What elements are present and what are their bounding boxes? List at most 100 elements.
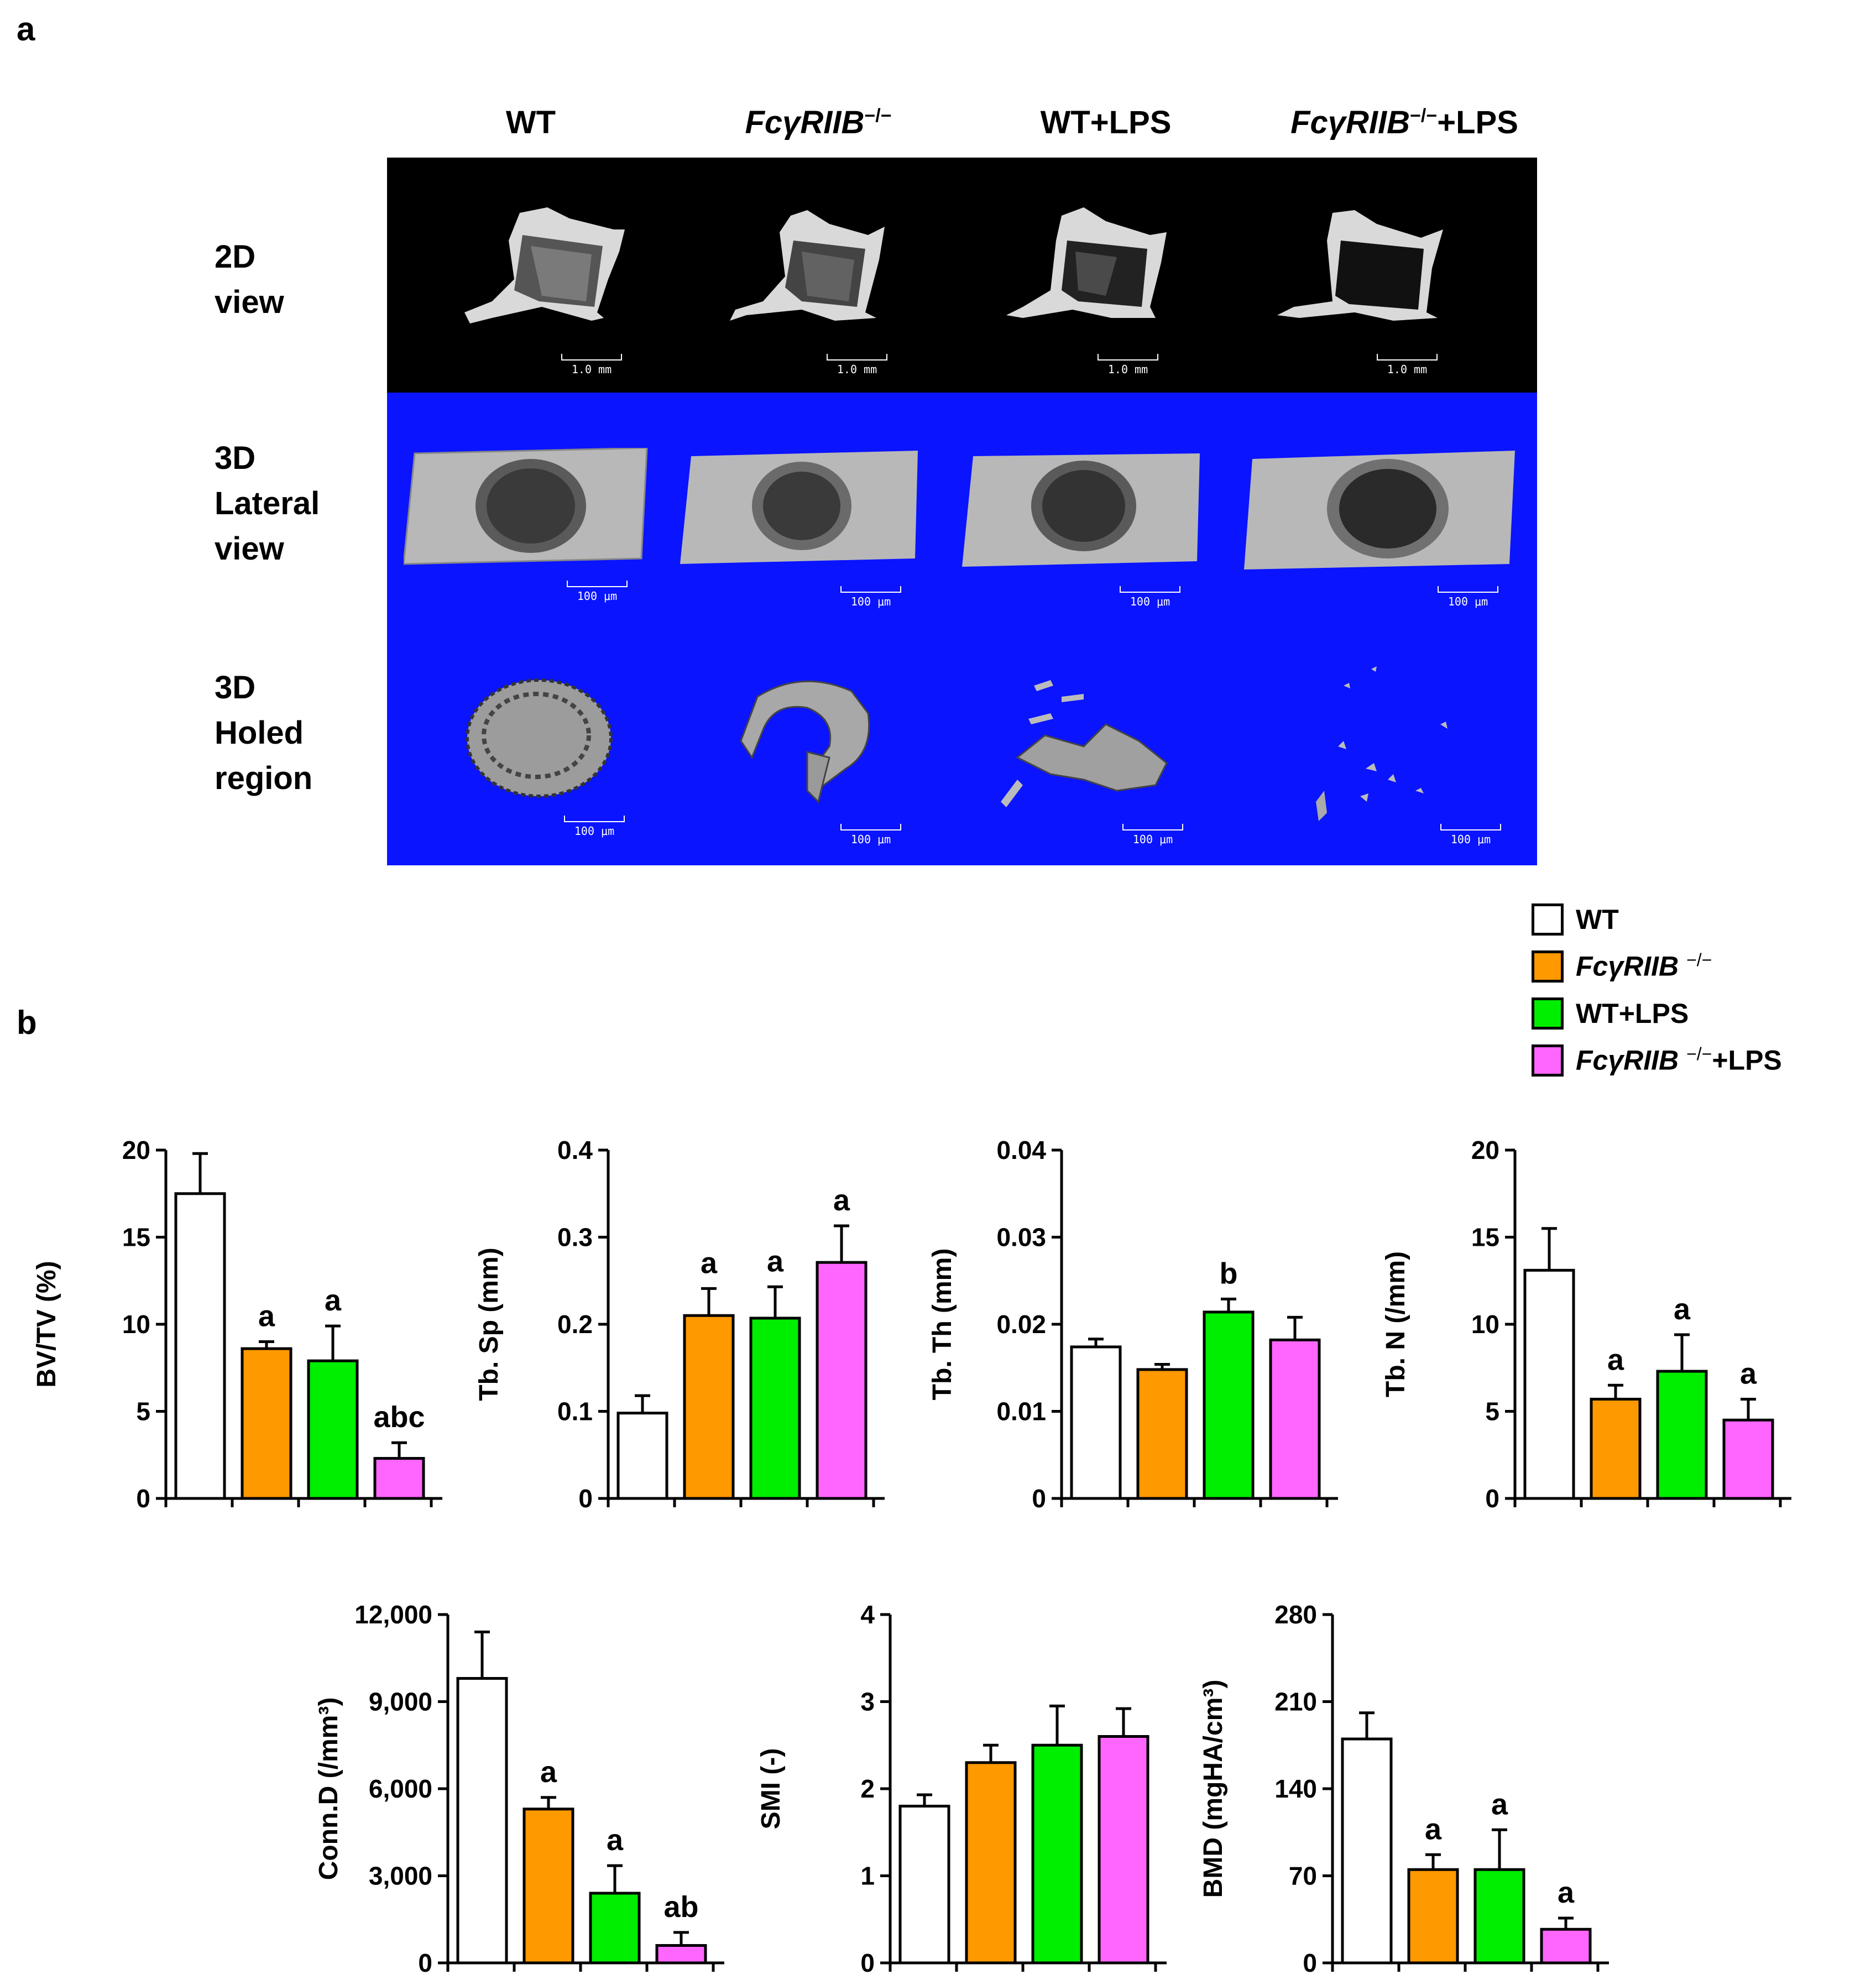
bar-1 [965, 1761, 1017, 1965]
scalebar-2d-ko: 1.0 mm [827, 354, 887, 376]
chart-legend: WT FcγRIIB −/− WT+LPS FcγRIIB −/−+LPS [1532, 896, 1782, 1084]
holed-region-3d-ko [740, 680, 870, 803]
chart-tbn: 0 5 10 15 20 Tb. N (/mm) a a a [1381, 1136, 1791, 1513]
y-tick-label: 0.02 [996, 1310, 1046, 1339]
y-tick-label: 0.3 [557, 1223, 593, 1252]
bar-2 [589, 1892, 641, 1965]
bar-3 [816, 1261, 868, 1500]
bar-2 [1031, 1743, 1083, 1965]
significance-label-1: a [258, 1300, 275, 1333]
y-axis-label: SMI (-) [756, 1748, 786, 1830]
significance-label-1: a [701, 1246, 718, 1279]
y-tick-label: 0 [136, 1484, 150, 1513]
legend-item-ko-lps: FcγRIIB −/−+LPS [1532, 1037, 1782, 1084]
y-axis-label: Tb. Th (mm) [928, 1249, 957, 1401]
scalebar-2d-wt: 1.0 mm [561, 354, 622, 376]
holed-region-3d-wt-lps [1001, 680, 1168, 807]
scalebar-lateral-wt-lps: 100 μm [1120, 586, 1180, 608]
y-axis-label: BV/TV (%) [32, 1261, 61, 1387]
y-tick-label: 0 [860, 1949, 875, 1977]
bar-1 [522, 1808, 574, 1965]
bar-2 [1473, 1868, 1525, 1965]
y-tick-label: 5 [1485, 1397, 1499, 1426]
holed-region-3d-wt [466, 678, 613, 798]
scalebar-holed-ko: 100 μm [840, 824, 901, 846]
panel-label-a: a [17, 11, 35, 48]
scalebar-2d-ko-lps: 1.0 mm [1377, 354, 1438, 376]
bar-2 [307, 1359, 359, 1500]
y-tick-label: 0.04 [996, 1136, 1046, 1164]
bar-0 [456, 1677, 508, 1965]
significance-label-3: a [1740, 1357, 1757, 1390]
panel-label-b: b [17, 1004, 37, 1041]
significance-label-1: a [540, 1756, 557, 1789]
bar-2 [749, 1317, 801, 1500]
chart-bmd: 0 70 140 210 280 BMD (mgHA/cm³) a a a [1199, 1600, 1609, 1977]
row-header-3d-holed: 3D Holed region [215, 670, 313, 796]
y-tick-label: 0.1 [557, 1397, 593, 1426]
y-tick-label: 140 [1274, 1774, 1317, 1803]
y-tick-label: 20 [122, 1136, 150, 1164]
y-tick-label: 0 [578, 1484, 593, 1513]
column-header-wt-lps: WT+LPS [1040, 105, 1172, 140]
significance-label-3: abc [373, 1401, 425, 1434]
chart-smi: 0 1 2 3 4 SMI (-) [756, 1600, 1167, 1977]
y-tick-label: 3,000 [369, 1862, 432, 1890]
y-tick-label: 70 [1289, 1862, 1317, 1890]
legend-swatch-ko-lps [1532, 1044, 1564, 1077]
y-tick-label: 6,000 [369, 1774, 432, 1803]
bar-3 [1269, 1338, 1321, 1500]
y-tick-label: 210 [1274, 1688, 1317, 1716]
bar-0 [616, 1412, 668, 1500]
legend-label-ko: FcγRIIB −/− [1576, 950, 1712, 982]
scalebar-2d-wt-lps: 1.0 mm [1098, 354, 1158, 376]
bar-3 [1540, 1927, 1592, 1965]
bar-0 [1523, 1268, 1575, 1500]
significance-label-2: a [607, 1824, 624, 1857]
y-tick-label: 15 [1471, 1223, 1499, 1252]
scalebar-lateral-ko: 100 μm [840, 586, 901, 608]
bar-1 [241, 1347, 292, 1500]
bar-2 [1656, 1370, 1708, 1500]
y-axis-label: Tb. N (/mm) [1381, 1251, 1410, 1397]
legend-item-wt: WT [1532, 896, 1782, 943]
scalebar-holed-wt-lps: 100 μm [1122, 824, 1183, 846]
bar-3 [1098, 1735, 1149, 1965]
bone-section-2d-wt [464, 207, 625, 323]
bone-lateral-3d-ko [680, 451, 918, 564]
y-axis-label: Conn.D (/mm³) [314, 1697, 343, 1880]
y-tick-label: 5 [136, 1397, 150, 1426]
y-tick-label: 0 [1303, 1949, 1317, 1977]
bar-3 [373, 1457, 425, 1500]
legend-swatch-wt-lps [1532, 997, 1564, 1030]
scalebar-holed-ko-lps: 100 μm [1440, 824, 1501, 846]
bar-3 [1722, 1418, 1774, 1500]
column-header-ko-lps: FcγRIIB−/−+LPS [1290, 105, 1518, 140]
chart-bvtv: 0 5 10 15 20 BV/TV (%) a a abc [32, 1136, 442, 1513]
legend-item-wt-lps: WT+LPS [1532, 990, 1782, 1037]
y-tick-label: 3 [860, 1688, 875, 1716]
y-tick-label: 12,000 [354, 1600, 432, 1629]
y-tick-label: 0.01 [996, 1397, 1046, 1426]
y-tick-label: 0 [1485, 1484, 1499, 1513]
scalebar-lateral-ko-lps: 100 μm [1438, 586, 1498, 608]
y-tick-label: 10 [1471, 1310, 1499, 1339]
bar-0 [898, 1805, 950, 1965]
y-tick-label: 280 [1274, 1600, 1317, 1629]
significance-label-2: a [1674, 1293, 1691, 1326]
column-header-wt: WT [505, 105, 556, 140]
legend-label-wt: WT [1576, 903, 1619, 935]
y-axis-label: Tb. Sp (mm) [474, 1247, 504, 1401]
significance-label-2: a [767, 1245, 784, 1278]
y-tick-label: 10 [122, 1310, 150, 1339]
chart-connd: 0 3,000 6,000 9,000 12,000 Conn.D (/mm³) a a ab [314, 1600, 724, 1977]
bone-section-2d-ko-lps [1277, 210, 1443, 321]
y-tick-label: 1 [860, 1862, 875, 1890]
bone-lateral-3d-wt-lps [962, 453, 1200, 567]
y-axis-label: BMD (mgHA/cm³) [1199, 1680, 1228, 1898]
legend-label-ko-lps: FcγRIIB −/−+LPS [1576, 1044, 1782, 1076]
y-tick-label: 0.2 [557, 1310, 593, 1339]
scalebar-lateral-wt: 100 μm [567, 581, 628, 603]
y-tick-label: 4 [860, 1600, 875, 1629]
significance-label-3: ab [663, 1890, 698, 1924]
